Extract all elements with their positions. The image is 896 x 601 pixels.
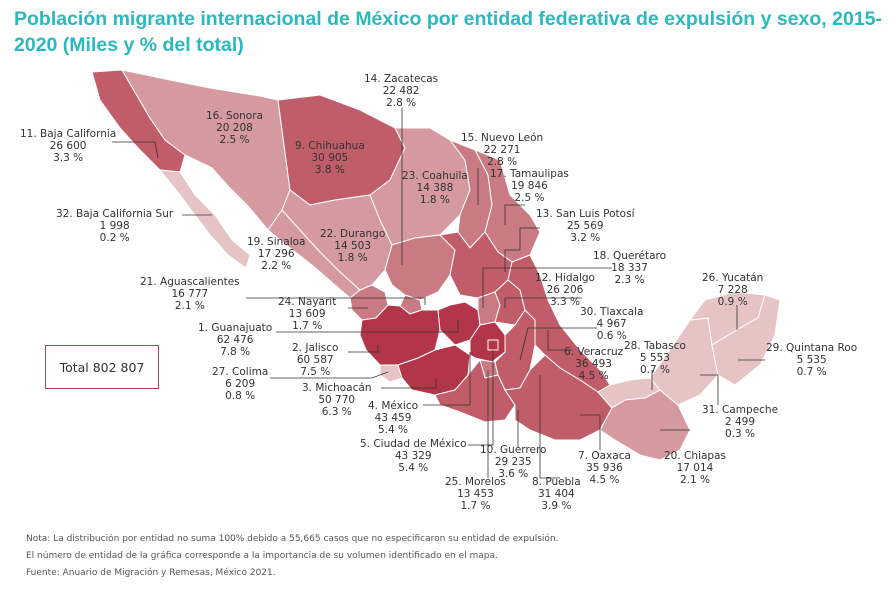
state-durango[interactable] [281, 189, 393, 291]
note-line: El número de entidad de la gráfica corre… [26, 551, 498, 561]
leader-line-tamaulipas [504, 204, 525, 225]
leader-line-queretaro [482, 267, 612, 308]
total-label: Total 802 807 [59, 359, 145, 375]
leader-line-guanajuato [276, 320, 459, 333]
label-campeche: 31. Campeche 2 499 0.3 % [702, 404, 779, 440]
label-oaxaca: 7. Oaxaca 35 936 4.5 % [578, 450, 631, 486]
label-guerrero: 10. Guerrero 29 235 3.6 % [480, 444, 547, 480]
state-colima[interactable] [379, 364, 403, 383]
leader-line-ciudad-de-mexico [468, 350, 494, 446]
leader-line-campeche [700, 374, 719, 405]
label-veracruz: 6. Veracruz 36 493 4.5 % [564, 346, 624, 382]
label-quintana-roo: 29. Quintana Roo 5 535 0.7 % [766, 342, 858, 378]
leader-line-aguascalientes [246, 297, 426, 305]
label-sonora: 16. Sonora 20 208 2.5 % [206, 110, 263, 146]
label-michoacan: 3. Michoacán 50 770 6.3 % [302, 382, 372, 418]
label-baja-california: 11. Baja California 26 600 3.3 % [20, 128, 117, 164]
label-puebla: 8. Puebla 31 404 3.9 % [532, 476, 581, 512]
leader-line-michoacan [381, 378, 437, 389]
label-morelos: 25. Morelos 13 453 1.7 % [445, 476, 506, 512]
label-tlaxcala: 30. Tlaxcala 4 967 0.6 % [580, 306, 644, 342]
label-nayarit: 24. Nayarit 13 609 1.7 % [278, 296, 337, 332]
leader-line-baja-california [112, 141, 159, 159]
label-tamaulipas: 17. Tamaulipas 19 846 2.5 % [490, 168, 569, 204]
label-hidalgo: 12. Hidalgo 26 206 3.3 % [535, 272, 595, 308]
label-san-luis-potosi: 13. San Luis Potosí 25 569 3.2 % [536, 208, 635, 244]
note-line: Nota: La distribución por entidad no sum… [26, 534, 559, 544]
label-ciudad-de-mexico: 5. Ciudad de México 43 329 5.4 % [360, 438, 467, 474]
total-box: Total 802 807 [45, 345, 159, 389]
source-line: Fuente: Anuario de Migración y Remesas, … [26, 568, 276, 578]
label-durango: 22. Durango 14 503 1.8 % [320, 228, 386, 264]
state-quintana-roo[interactable] [711, 294, 781, 386]
leader-line-san-luis-potosi [504, 227, 540, 272]
label-aguascalientes: 21. Aguascalientes 16 777 2.1 % [140, 276, 240, 312]
leader-line-mexico [423, 352, 471, 406]
label-sinaloa: 19. Sinaloa 17 296 2.2 % [247, 236, 306, 272]
label-yucatan: 26. Yucatán 7 228 0.9 % [702, 272, 764, 308]
label-guanajuato: 1. Guanajuato 62 476 7.8 % [198, 322, 273, 358]
label-chiapas: 20. Chiapas 17 014 2.1 % [664, 450, 726, 486]
leader-line-hidalgo [504, 297, 582, 308]
label-coahuila: 23. Coahuila 14 388 1.8 % [402, 170, 468, 206]
label-baja-california-sur: 32. Baja California Sur 1 998 0.2 % [56, 208, 174, 244]
leader-line-tlaxcala [519, 327, 597, 361]
label-chihuahua: 9. Chihuahua 30 905 3.8 % [295, 140, 365, 176]
label-queretaro: 18. Querétaro 18 337 2.3 % [593, 250, 667, 286]
state-chiapas[interactable] [599, 389, 691, 461]
state-ciudad-de-mexico[interactable] [487, 339, 499, 351]
leader-line-puebla [539, 375, 560, 479]
state-baja-california-sur[interactable] [159, 169, 251, 269]
label-colima: 27. Colima 6 209 0.8 % [212, 366, 269, 402]
state-zacatecas[interactable] [384, 234, 456, 301]
label-jalisco: 2. Jalisco 60 587 7.5 % [292, 342, 339, 378]
label-tabasco: 28. Tabasco 5 553 0.7 % [624, 340, 686, 376]
leader-line-oaxaca [580, 414, 601, 450]
leader-line-jalisco [348, 345, 379, 353]
label-nuevo-leon: 15. Nuevo León 22 271 2.8 % [461, 132, 544, 168]
label-zacatecas: 14. Zacatecas 22 482 2.8 % [364, 73, 439, 109]
footnotes: Nota: La distribución por entidad no sum… [26, 531, 559, 582]
leader-line-colima [270, 371, 389, 379]
label-mexico: 4. México 43 459 5.4 % [368, 400, 419, 436]
map-title: Población migrante internacional de Méxi… [14, 8, 882, 56]
leader-line-veracruz [547, 330, 572, 351]
